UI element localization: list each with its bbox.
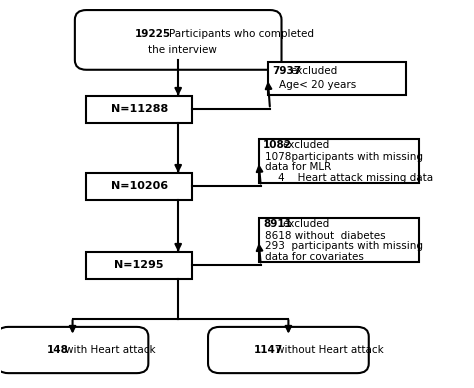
Text: without Heart attack: without Heart attack	[276, 345, 384, 355]
Text: 1147: 1147	[254, 345, 283, 355]
FancyBboxPatch shape	[86, 252, 192, 279]
FancyBboxPatch shape	[258, 218, 419, 262]
FancyBboxPatch shape	[75, 10, 282, 70]
Text: N=1295: N=1295	[114, 260, 164, 270]
Text: Age< 20 years: Age< 20 years	[279, 80, 356, 90]
Text: the interview: the interview	[148, 45, 217, 55]
FancyBboxPatch shape	[86, 173, 192, 200]
Text: 8911: 8911	[263, 219, 292, 229]
Text: 1078participants with missing: 1078participants with missing	[265, 152, 423, 162]
FancyBboxPatch shape	[268, 62, 405, 95]
Text: Participants who completed: Participants who completed	[169, 29, 314, 39]
Text: 8618 without  diabetes: 8618 without diabetes	[265, 230, 386, 241]
FancyBboxPatch shape	[0, 327, 148, 373]
Text: data for MLR: data for MLR	[265, 163, 332, 172]
Text: 7937: 7937	[273, 66, 301, 76]
Text: 148: 148	[47, 345, 69, 355]
Text: excluded: excluded	[283, 140, 330, 150]
Text: N=10206: N=10206	[110, 181, 168, 191]
Text: N=11288: N=11288	[110, 104, 168, 114]
FancyBboxPatch shape	[258, 139, 419, 184]
FancyBboxPatch shape	[208, 327, 369, 373]
Text: data for covariates: data for covariates	[265, 252, 365, 262]
Text: 293  participants with missing: 293 participants with missing	[265, 241, 423, 251]
FancyBboxPatch shape	[86, 96, 192, 123]
Text: excluded: excluded	[291, 66, 338, 76]
Text: 4    Heart attack missing data: 4 Heart attack missing data	[265, 173, 434, 183]
Text: 1082: 1082	[263, 140, 292, 150]
Text: excluded: excluded	[283, 219, 330, 229]
Text: with Heart attack: with Heart attack	[65, 345, 155, 355]
Text: 19225: 19225	[135, 29, 171, 39]
